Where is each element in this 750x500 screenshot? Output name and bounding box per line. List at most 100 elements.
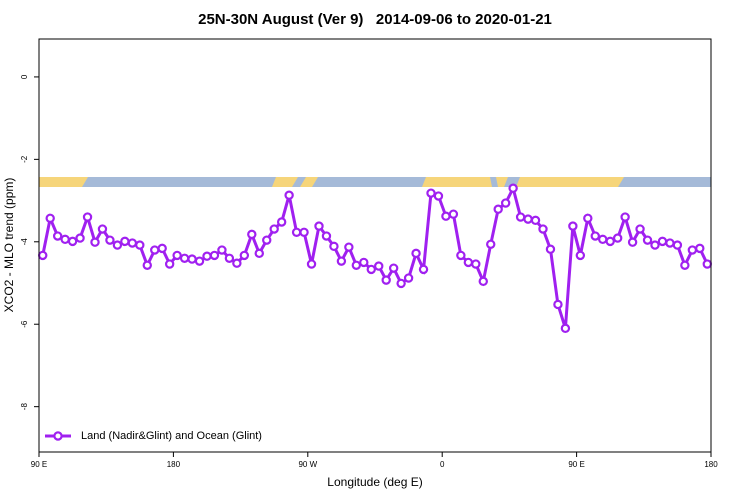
data-point xyxy=(38,250,48,261)
data-point xyxy=(635,224,645,234)
data-point xyxy=(299,227,309,238)
legend-marker xyxy=(53,431,63,441)
data-point xyxy=(598,234,608,245)
data-point xyxy=(82,212,93,222)
data-point xyxy=(262,235,272,245)
data-point xyxy=(157,243,167,254)
y-tick-label: 0 xyxy=(20,74,29,79)
data-point xyxy=(209,250,220,261)
data-point xyxy=(52,231,63,241)
data-point xyxy=(687,245,698,255)
data-point xyxy=(456,250,466,261)
data-point xyxy=(336,256,347,266)
data-point xyxy=(381,275,391,285)
x-axis-label: Longitude (deg E) xyxy=(327,475,422,489)
data-point xyxy=(194,256,205,266)
data-point xyxy=(500,198,511,208)
data-point xyxy=(164,259,175,269)
data-point xyxy=(396,278,406,289)
data-point xyxy=(441,211,451,221)
data-point xyxy=(306,259,317,269)
data-point xyxy=(127,238,138,248)
data-point xyxy=(627,237,638,247)
data-point xyxy=(112,240,123,250)
data-point xyxy=(486,239,496,249)
data-point xyxy=(105,235,115,245)
data-point xyxy=(217,245,227,255)
data-point xyxy=(463,257,474,268)
x-tick-label: 90 E xyxy=(568,460,584,469)
data-point xyxy=(67,236,78,247)
plot-frame xyxy=(38,38,712,453)
data-point xyxy=(344,242,354,252)
data-point xyxy=(523,214,533,224)
y-tick-label: -8 xyxy=(20,403,29,411)
data-point xyxy=(321,231,332,241)
plot-area xyxy=(38,183,712,334)
data-point xyxy=(568,221,578,231)
y-axis-label: XCO2 - MLO trend (ppm) xyxy=(2,178,16,313)
data-point xyxy=(75,233,85,243)
data-point xyxy=(150,245,160,255)
data-point xyxy=(411,248,421,259)
data-point xyxy=(359,257,369,268)
x-tick-label: 0 xyxy=(440,460,445,469)
data-point xyxy=(418,264,429,275)
data-point xyxy=(247,229,257,240)
data-point xyxy=(374,261,384,271)
data-point xyxy=(612,233,623,243)
data-point xyxy=(515,212,526,222)
data-point xyxy=(329,241,339,252)
data-point xyxy=(142,260,152,270)
data-point xyxy=(478,276,488,287)
data-point xyxy=(187,254,197,264)
data-point xyxy=(650,240,660,250)
data-point xyxy=(120,236,130,247)
chart-title: 25N-30N August (Ver 9) 2014-09-06 to 202… xyxy=(198,11,552,28)
data-point xyxy=(493,204,503,214)
x-tick-label: 180 xyxy=(167,460,181,469)
data-point xyxy=(695,243,705,254)
y-tick-label: -6 xyxy=(20,320,29,328)
data-point xyxy=(388,263,399,273)
data-point xyxy=(90,237,100,247)
data-point xyxy=(291,227,302,238)
data-point xyxy=(702,259,712,269)
data-point xyxy=(172,250,182,261)
data-point xyxy=(642,235,653,245)
x-tick-label: 90 W xyxy=(298,460,317,469)
data-point xyxy=(545,244,556,254)
data-point xyxy=(224,253,235,263)
data-point xyxy=(254,248,264,259)
data-point xyxy=(202,251,212,261)
x-tick-label: 180 xyxy=(704,460,718,469)
data-point xyxy=(605,236,615,247)
data-point xyxy=(403,273,414,283)
data-point xyxy=(508,183,518,193)
data-point xyxy=(583,213,593,223)
data-point xyxy=(672,240,683,250)
data-point xyxy=(680,260,690,270)
data-point xyxy=(60,234,70,245)
data-point xyxy=(232,258,242,268)
data-point xyxy=(590,231,600,241)
data-point xyxy=(135,240,145,250)
data-point xyxy=(530,215,541,226)
data-point xyxy=(276,217,287,227)
data-point xyxy=(97,224,108,234)
data-point xyxy=(179,253,190,263)
data-point xyxy=(284,190,294,200)
data-point xyxy=(560,323,571,334)
surface-strip xyxy=(39,177,711,187)
data-point xyxy=(239,250,250,261)
y-tick-label: -2 xyxy=(20,155,29,163)
data-point xyxy=(538,224,548,234)
legend-label: Land (Nadir&Glint) and Ocean (Glint) xyxy=(81,430,262,442)
data-point xyxy=(366,264,376,275)
data-point xyxy=(448,209,459,219)
data-point xyxy=(269,224,279,234)
data-point xyxy=(657,236,668,247)
data-point xyxy=(433,191,444,201)
x-tick-label: 90 E xyxy=(31,460,47,469)
